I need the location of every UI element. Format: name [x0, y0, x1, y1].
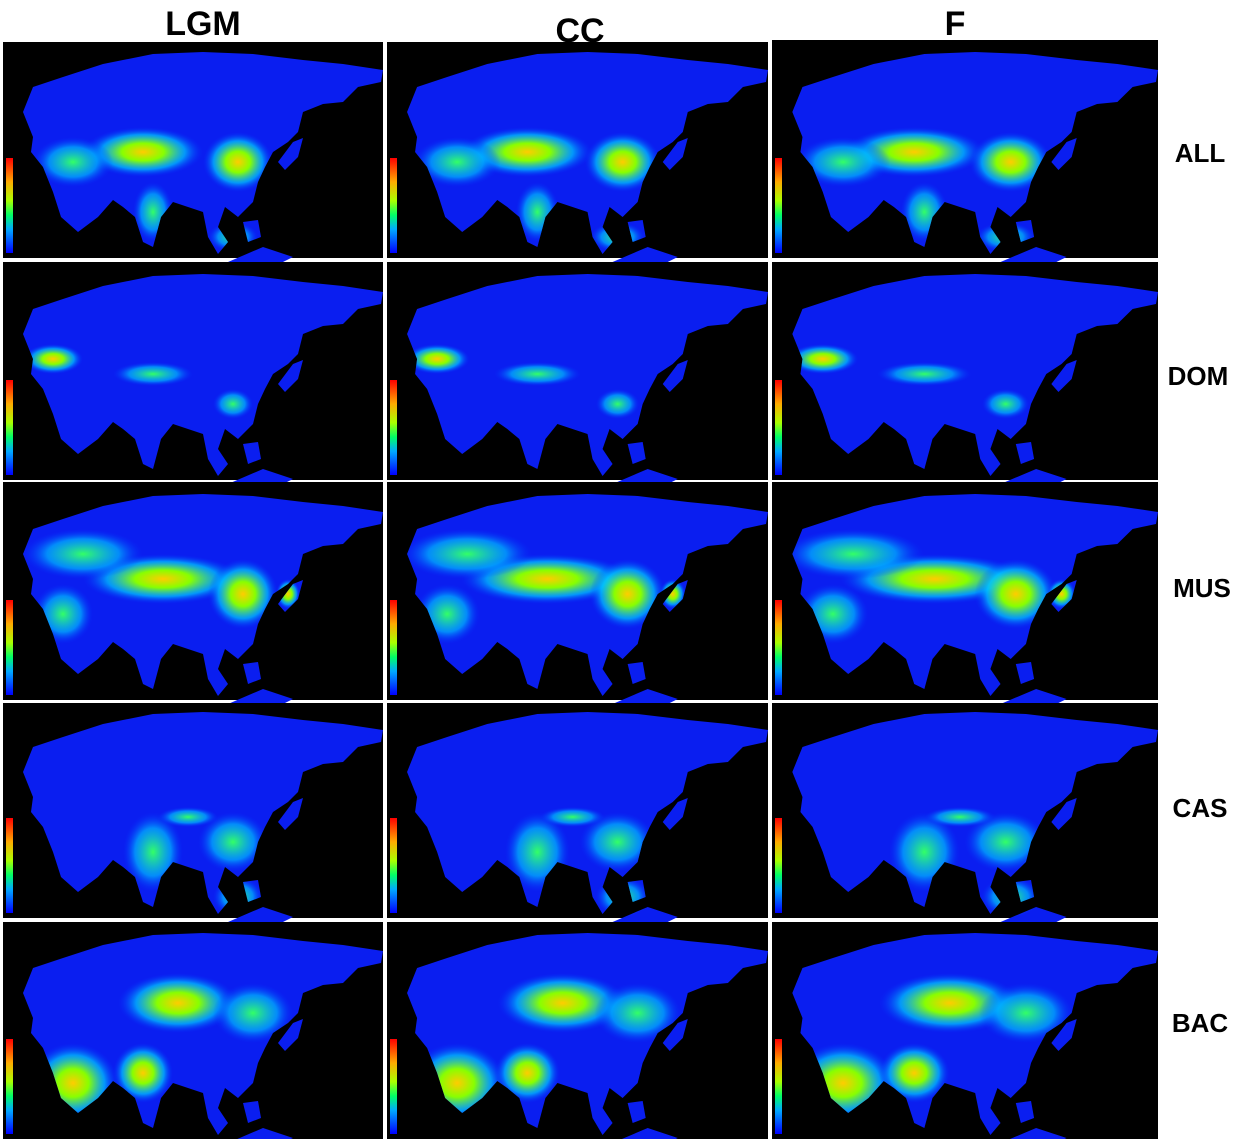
hotspot: [1047, 579, 1076, 609]
map: [407, 52, 768, 262]
map-panel: [772, 482, 1158, 704]
color-scale: [390, 158, 397, 253]
hotspot: [595, 389, 640, 419]
map-panel: [3, 482, 383, 704]
map-panel: [387, 703, 768, 922]
hotspot: [494, 362, 581, 386]
color-scale: [6, 1039, 13, 1134]
color-scale: [775, 1039, 782, 1134]
map-panel: [772, 262, 1158, 484]
hotspot: [276, 579, 300, 609]
suitability-hotspots: [23, 344, 253, 419]
color-scale: [390, 600, 397, 695]
map-panel: [387, 262, 768, 484]
hotspot: [964, 812, 1047, 872]
map: [407, 274, 768, 484]
color-scale: [6, 818, 13, 913]
hotspot: [213, 983, 293, 1043]
hotspot: [158, 807, 218, 827]
map-panel: [772, 922, 1158, 1139]
hotspot: [208, 559, 278, 629]
hotspot: [407, 529, 533, 579]
hotspot: [969, 132, 1052, 192]
hotspot: [792, 529, 924, 579]
color-scale: [390, 1039, 397, 1134]
hotspot: [795, 137, 891, 187]
hotspot: [203, 132, 273, 192]
column-header: CC: [555, 12, 604, 50]
color-scale: [6, 158, 13, 253]
hotspot: [659, 579, 686, 609]
map: [407, 494, 768, 704]
hotspot: [579, 812, 656, 872]
column-header: LGM: [165, 5, 241, 43]
hotspot: [924, 807, 996, 827]
color-scale: [390, 818, 397, 913]
hotspot: [497, 973, 628, 1033]
hotspot: [584, 132, 661, 192]
hotspot: [113, 1043, 173, 1103]
row-label: DOM: [1168, 361, 1229, 391]
hotspot: [23, 344, 83, 374]
hotspot: [878, 1043, 950, 1103]
map-panel: [3, 922, 383, 1139]
hotspot: [877, 362, 972, 386]
map-panel: [3, 42, 383, 262]
row-label: MUS: [1173, 573, 1231, 603]
panels: [3, 40, 1158, 1139]
hotspot: [589, 559, 666, 629]
suitability-hotspots: [792, 344, 1030, 419]
map-panel: [3, 703, 383, 922]
map: [23, 712, 383, 922]
map-panel: [3, 262, 383, 484]
map: [792, 494, 1158, 704]
color-scale: [390, 380, 397, 475]
map-panel: [387, 482, 768, 704]
suitability-hotspots: [407, 529, 686, 644]
map-panel: [387, 42, 768, 262]
hotspot: [113, 362, 193, 386]
map-panel: [772, 703, 1158, 922]
color-scale: [6, 600, 13, 695]
hotspot: [198, 812, 268, 872]
suitability-hotspots: [407, 344, 640, 419]
color-scale: [775, 380, 782, 475]
hotspot: [978, 983, 1074, 1043]
hotspot: [413, 137, 501, 187]
suitability-hotspots: [413, 127, 661, 252]
hotspot: [213, 389, 253, 419]
suitability-hotspots: [792, 529, 1076, 644]
map-panel: [772, 40, 1158, 262]
color-scale: [775, 600, 782, 695]
hotspot: [594, 983, 681, 1043]
row-label: ALL: [1175, 138, 1226, 168]
row-label: BAC: [1172, 1008, 1229, 1038]
hotspot: [982, 389, 1030, 419]
hotspot: [83, 127, 203, 177]
column-header: F: [945, 5, 966, 43]
hotspot: [540, 807, 605, 827]
hotspot: [792, 344, 859, 374]
map: [792, 274, 1158, 484]
suitability-hotspots: [123, 807, 268, 917]
hotspot: [974, 559, 1058, 629]
hotspot: [33, 137, 113, 187]
hotspot: [23, 529, 143, 579]
row-label: CAS: [1173, 793, 1228, 823]
color-scale: [775, 158, 782, 253]
hotspot: [494, 1043, 560, 1103]
map: [23, 274, 383, 484]
hotspot: [407, 344, 470, 374]
map-panel: [387, 922, 768, 1139]
color-scale: [6, 380, 13, 475]
hotspot: [118, 973, 238, 1033]
color-scale: [775, 818, 782, 913]
